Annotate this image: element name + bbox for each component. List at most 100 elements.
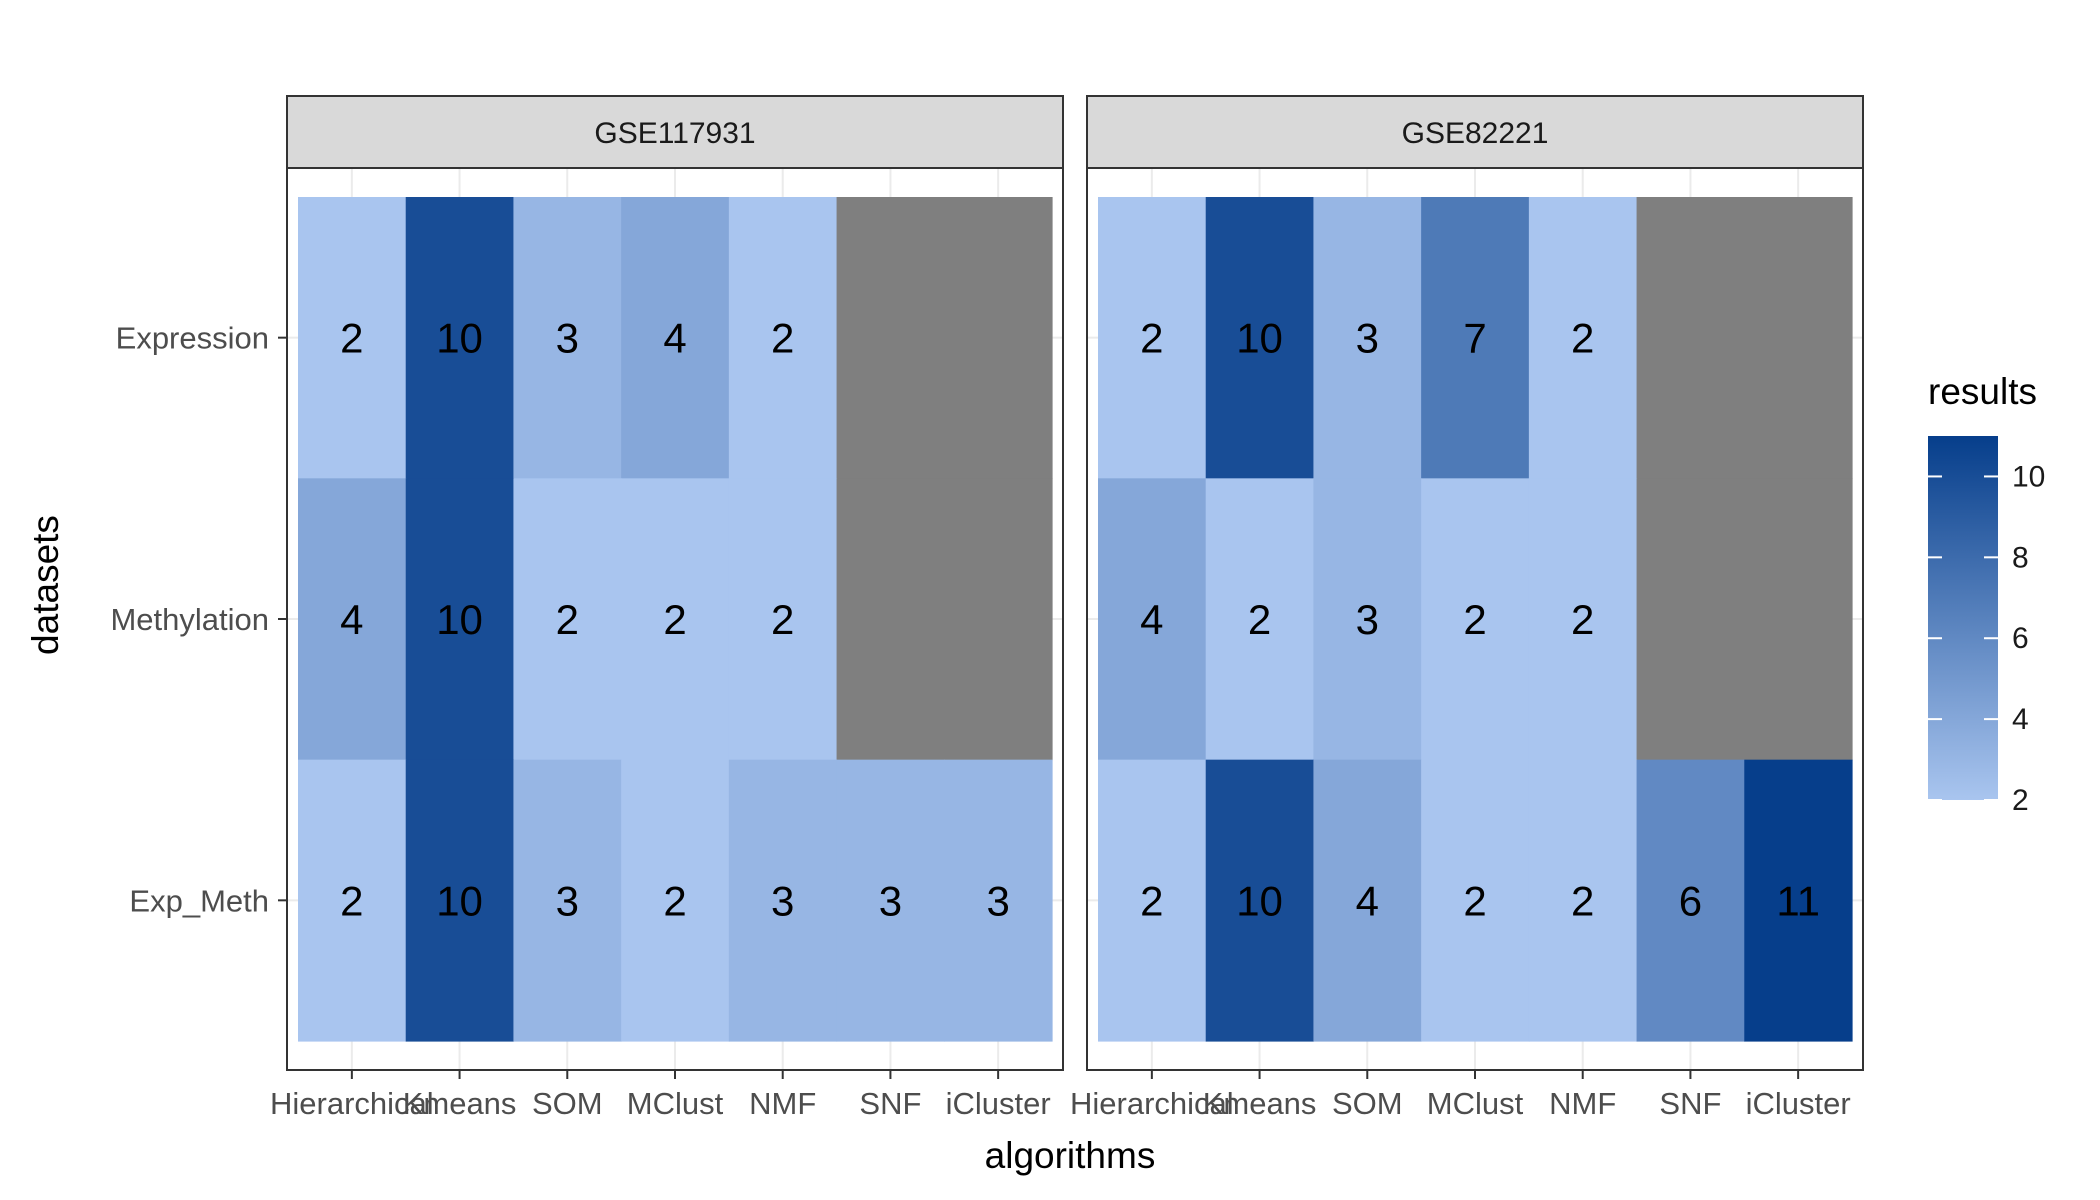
heatmap-cell [298, 759, 407, 1042]
x-tick-label: Hierarchical [270, 1086, 434, 1121]
y-axis-title: datasets [25, 515, 66, 655]
cell-value-label: 4 [1140, 596, 1163, 643]
heatmap-cell [1744, 197, 1853, 479]
legend-tick-label: 8 [2012, 541, 2029, 574]
legend-tick-label: 10 [2012, 460, 2045, 493]
cell-value-label: 2 [1463, 596, 1486, 643]
heatmap-cell [513, 759, 622, 1042]
heatmap-cell [1636, 197, 1745, 479]
x-tick-label: SNF [1659, 1086, 1721, 1121]
cell-value-label: 2 [1463, 877, 1486, 924]
cell-value-label: 2 [663, 877, 686, 924]
heatmap-cell [405, 197, 515, 479]
x-tick-label: SOM [532, 1086, 603, 1121]
heatmap-cell [728, 197, 838, 479]
x-tick-label: SNF [859, 1086, 921, 1121]
cell-value-label: 10 [436, 877, 483, 924]
heatmap-cell [1636, 478, 1745, 761]
x-tick-label: NMF [1549, 1086, 1616, 1121]
heatmap-cell [1421, 759, 1530, 1042]
cell-value-label: 3 [556, 315, 579, 362]
cell-value-label: 4 [340, 596, 363, 643]
heatmap-cell [1098, 197, 1207, 479]
heatmap-cell [405, 478, 515, 761]
heatmap-cell [1205, 759, 1315, 1042]
legend-tick-label: 2 [2012, 784, 2029, 817]
cell-value-label: 2 [1571, 596, 1594, 643]
colorbar [1928, 436, 1998, 800]
facet-strip [1086, 95, 1864, 169]
legend-title: results [1928, 371, 2037, 412]
facet-1: 2 10 3 7 2 4 2 3 2 2 2 10 4 2 2 6 11 GSE82221 Hierarchical… [1070, 95, 1864, 1121]
y-tick-label: Exp_Meth [129, 883, 269, 918]
heatmap-cell [944, 197, 1053, 479]
x-tick-label: Kmeans [403, 1086, 517, 1121]
cell-value-label: 2 [340, 877, 363, 924]
facet-strip-label: GSE117931 [594, 117, 755, 150]
cell-value-label: 2 [340, 315, 363, 362]
heatmap-cell [1744, 759, 1853, 1042]
cell-value-label: 4 [663, 315, 686, 362]
cell-value-label: 2 [771, 596, 794, 643]
heatmap-cell [1528, 478, 1638, 761]
cell-value-label: 10 [436, 596, 483, 643]
y-tick-label: Expression [116, 321, 269, 356]
y-tick-label: Methylation [110, 602, 269, 637]
facet-0: 2 10 3 4 2 4 10 2 2 2 2 10 3 2 3 3 3 GSE117931 Hierarchica… [110, 95, 1064, 1121]
heatmap-cell [1313, 478, 1422, 761]
cell-value-label: 6 [1679, 877, 1702, 924]
x-tick-label: MClust [1427, 1086, 1524, 1121]
x-tick-label: MClust [627, 1086, 724, 1121]
heatmap-cell [1098, 478, 1207, 761]
legend-tick-label: 4 [2012, 703, 2029, 736]
heatmap-cell [513, 197, 622, 479]
x-tick-label: Hierarchical [1070, 1086, 1234, 1121]
heatmap-cell [1528, 197, 1638, 479]
cell-value-label: 7 [1463, 315, 1486, 362]
heatmap-cell [1205, 478, 1315, 761]
heatmap-cell [1313, 759, 1422, 1042]
heatmap-cell [621, 478, 730, 761]
cell-value-label: 2 [556, 596, 579, 643]
cell-value-label: 2 [771, 315, 794, 362]
legend-tick-label: 6 [2012, 622, 2029, 655]
x-tick-label: Kmeans [1203, 1086, 1317, 1121]
cell-value-label: 2 [1571, 315, 1594, 362]
x-tick-label: NMF [749, 1086, 816, 1121]
heatmap-cell [1528, 759, 1638, 1042]
x-tick-label: SOM [1332, 1086, 1403, 1121]
heatmap-cell [513, 478, 622, 761]
heatmap-cell [728, 759, 838, 1042]
facet-strip-label: GSE82221 [1402, 117, 1549, 150]
heatmap-cell [1636, 759, 1745, 1042]
heatmap-cell [621, 197, 730, 479]
cell-value-label: 10 [436, 315, 483, 362]
cell-value-label: 3 [1356, 315, 1379, 362]
heatmap-cell [836, 197, 945, 479]
cell-value-label: 3 [556, 877, 579, 924]
x-tick-label: iCluster [946, 1086, 1051, 1121]
cell-value-label: 3 [1356, 596, 1379, 643]
cell-value-label: 11 [1776, 877, 1820, 924]
heatmap-cell [298, 197, 407, 479]
cell-value-label: 10 [1236, 315, 1283, 362]
heatmap-cell [1098, 759, 1207, 1042]
color-legend: 2 4 6 8 10 [1928, 436, 2045, 817]
facet-strip [286, 95, 1064, 169]
cell-value-label: 10 [1236, 877, 1283, 924]
heatmap-cell [944, 478, 1053, 761]
heatmap-cell [836, 759, 945, 1042]
heatmap-cell [1421, 197, 1530, 479]
x-tick-label: iCluster [1746, 1086, 1851, 1121]
cell-value-label: 2 [1140, 315, 1163, 362]
heatmap-cell [1421, 478, 1530, 761]
cell-value-label: 3 [879, 877, 902, 924]
heatmap-cell [405, 759, 515, 1042]
heatmap-cell [944, 759, 1053, 1042]
cell-value-label: 2 [663, 596, 686, 643]
heatmap-cell [1205, 197, 1315, 479]
heatmap-cell [298, 478, 407, 761]
heatmap-cell [728, 478, 838, 761]
cell-value-label: 4 [1356, 877, 1379, 924]
